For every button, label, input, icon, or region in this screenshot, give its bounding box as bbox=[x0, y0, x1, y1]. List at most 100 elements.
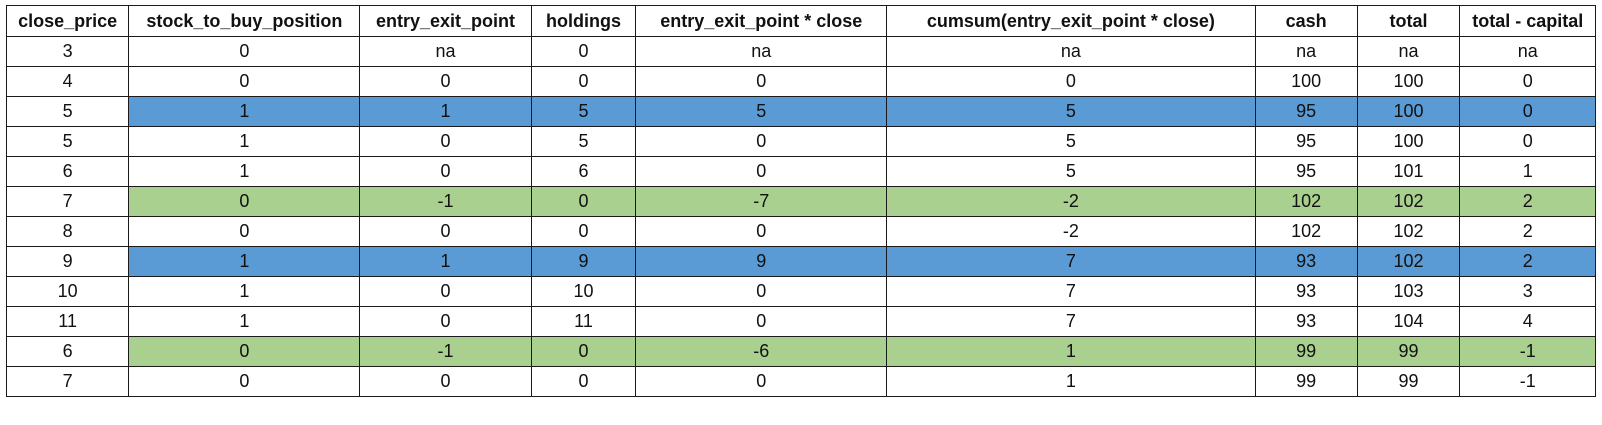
cumsum-cell[interactable]: na bbox=[886, 36, 1256, 67]
cumsum-cell[interactable]: 1 bbox=[886, 336, 1256, 367]
cash-cell[interactable]: 102 bbox=[1254, 186, 1358, 217]
cumsum-cell[interactable]: -2 bbox=[886, 216, 1256, 247]
header-entry-exit-point-times-close[interactable]: entry_exit_point * close bbox=[635, 5, 888, 37]
entry-exit-point-cell[interactable]: -1 bbox=[359, 186, 532, 217]
entry-exit-point-cell[interactable]: 0 bbox=[359, 366, 532, 397]
close-price-cell[interactable]: 5 bbox=[5, 96, 130, 127]
total-minus-capital-cell[interactable]: -1 bbox=[1459, 336, 1596, 367]
holdings-cell[interactable]: 0 bbox=[530, 66, 637, 97]
holdings-cell[interactable]: 9 bbox=[530, 246, 637, 277]
stock-to-buy-position-cell[interactable]: 1 bbox=[128, 126, 361, 157]
stock-to-buy-position-cell[interactable]: 1 bbox=[128, 96, 361, 127]
close-price-cell[interactable]: 6 bbox=[5, 336, 130, 367]
total-cell[interactable]: 101 bbox=[1356, 156, 1461, 187]
cash-cell[interactable]: 95 bbox=[1254, 96, 1358, 127]
cash-cell[interactable]: 93 bbox=[1254, 246, 1358, 277]
holdings-cell[interactable]: 0 bbox=[530, 36, 637, 67]
total-cell[interactable]: 100 bbox=[1356, 66, 1461, 97]
cumsum-cell[interactable]: 1 bbox=[886, 366, 1256, 397]
total-cell[interactable]: 99 bbox=[1356, 336, 1461, 367]
cash-cell[interactable]: 93 bbox=[1254, 276, 1358, 307]
entry-exit-point-times-close-cell[interactable]: 5 bbox=[635, 96, 888, 127]
total-minus-capital-cell[interactable]: 0 bbox=[1459, 66, 1596, 97]
entry-exit-point-times-close-cell[interactable]: 0 bbox=[635, 276, 888, 307]
entry-exit-point-cell[interactable]: 1 bbox=[359, 246, 532, 277]
close-price-cell[interactable]: 11 bbox=[5, 306, 130, 337]
total-minus-capital-cell[interactable]: 1 bbox=[1459, 156, 1596, 187]
total-cell[interactable]: 99 bbox=[1356, 366, 1461, 397]
close-price-cell[interactable]: 8 bbox=[5, 216, 130, 247]
total-minus-capital-cell[interactable]: 2 bbox=[1459, 186, 1596, 217]
entry-exit-point-times-close-cell[interactable]: 0 bbox=[635, 66, 888, 97]
total-cell[interactable]: 102 bbox=[1356, 186, 1461, 217]
entry-exit-point-cell[interactable]: -1 bbox=[359, 336, 532, 367]
holdings-cell[interactable]: 0 bbox=[530, 216, 637, 247]
total-cell[interactable]: 100 bbox=[1356, 126, 1461, 157]
entry-exit-point-times-close-cell[interactable]: -7 bbox=[635, 186, 888, 217]
entry-exit-point-times-close-cell[interactable]: 0 bbox=[635, 306, 888, 337]
total-cell[interactable]: 103 bbox=[1356, 276, 1461, 307]
total-cell[interactable]: na bbox=[1356, 36, 1461, 67]
holdings-cell[interactable]: 0 bbox=[530, 186, 637, 217]
cash-cell[interactable]: 95 bbox=[1254, 126, 1358, 157]
cumsum-cell[interactable]: 5 bbox=[886, 156, 1256, 187]
holdings-cell[interactable]: 0 bbox=[530, 366, 637, 397]
total-minus-capital-cell[interactable]: 0 bbox=[1459, 96, 1596, 127]
entry-exit-point-times-close-cell[interactable]: -6 bbox=[635, 336, 888, 367]
header-close-price[interactable]: close_price bbox=[5, 5, 130, 37]
entry-exit-point-cell[interactable]: 0 bbox=[359, 276, 532, 307]
close-price-cell[interactable]: 10 bbox=[5, 276, 130, 307]
total-minus-capital-cell[interactable]: 2 bbox=[1459, 216, 1596, 247]
header-total-minus-capital[interactable]: total - capital bbox=[1459, 5, 1596, 37]
close-price-cell[interactable]: 7 bbox=[5, 186, 130, 217]
total-minus-capital-cell[interactable]: 0 bbox=[1459, 126, 1596, 157]
cash-cell[interactable]: 100 bbox=[1254, 66, 1358, 97]
cumsum-cell[interactable]: 5 bbox=[886, 96, 1256, 127]
stock-to-buy-position-cell[interactable]: 0 bbox=[128, 336, 361, 367]
stock-to-buy-position-cell[interactable]: 1 bbox=[128, 246, 361, 277]
entry-exit-point-cell[interactable]: 0 bbox=[359, 216, 532, 247]
total-minus-capital-cell[interactable]: 2 bbox=[1459, 246, 1596, 277]
header-cash[interactable]: cash bbox=[1254, 5, 1358, 37]
holdings-cell[interactable]: 5 bbox=[530, 96, 637, 127]
total-cell[interactable]: 100 bbox=[1356, 96, 1461, 127]
entry-exit-point-cell[interactable]: 0 bbox=[359, 126, 532, 157]
total-cell[interactable]: 102 bbox=[1356, 246, 1461, 277]
close-price-cell[interactable]: 7 bbox=[5, 366, 130, 397]
cumsum-cell[interactable]: 7 bbox=[886, 306, 1256, 337]
entry-exit-point-cell[interactable]: 0 bbox=[359, 66, 532, 97]
entry-exit-point-times-close-cell[interactable]: 0 bbox=[635, 156, 888, 187]
stock-to-buy-position-cell[interactable]: 1 bbox=[128, 156, 361, 187]
stock-to-buy-position-cell[interactable]: 0 bbox=[128, 186, 361, 217]
entry-exit-point-times-close-cell[interactable]: 0 bbox=[635, 366, 888, 397]
entry-exit-point-cell[interactable]: na bbox=[359, 36, 532, 67]
holdings-cell[interactable]: 0 bbox=[530, 336, 637, 367]
cash-cell[interactable]: na bbox=[1254, 36, 1358, 67]
stock-to-buy-position-cell[interactable]: 0 bbox=[128, 36, 361, 67]
cash-cell[interactable]: 99 bbox=[1254, 366, 1358, 397]
holdings-cell[interactable]: 10 bbox=[530, 276, 637, 307]
total-minus-capital-cell[interactable]: 3 bbox=[1459, 276, 1596, 307]
cumsum-cell[interactable]: 7 bbox=[886, 246, 1256, 277]
header-cumsum[interactable]: cumsum(entry_exit_point * close) bbox=[886, 5, 1256, 37]
holdings-cell[interactable]: 6 bbox=[530, 156, 637, 187]
cumsum-cell[interactable]: 0 bbox=[886, 66, 1256, 97]
total-minus-capital-cell[interactable]: na bbox=[1459, 36, 1596, 67]
stock-to-buy-position-cell[interactable]: 0 bbox=[128, 216, 361, 247]
cumsum-cell[interactable]: -2 bbox=[886, 186, 1256, 217]
cumsum-cell[interactable]: 5 bbox=[886, 126, 1256, 157]
entry-exit-point-cell[interactable]: 0 bbox=[359, 156, 532, 187]
entry-exit-point-times-close-cell[interactable]: na bbox=[635, 36, 888, 67]
cash-cell[interactable]: 102 bbox=[1254, 216, 1358, 247]
close-price-cell[interactable]: 5 bbox=[5, 126, 130, 157]
stock-to-buy-position-cell[interactable]: 0 bbox=[128, 66, 361, 97]
total-cell[interactable]: 102 bbox=[1356, 216, 1461, 247]
close-price-cell[interactable]: 3 bbox=[5, 36, 130, 67]
holdings-cell[interactable]: 11 bbox=[530, 306, 637, 337]
entry-exit-point-cell[interactable]: 1 bbox=[359, 96, 532, 127]
entry-exit-point-times-close-cell[interactable]: 0 bbox=[635, 216, 888, 247]
holdings-cell[interactable]: 5 bbox=[530, 126, 637, 157]
stock-to-buy-position-cell[interactable]: 1 bbox=[128, 276, 361, 307]
header-stock-to-buy-position[interactable]: stock_to_buy_position bbox=[128, 5, 361, 37]
total-minus-capital-cell[interactable]: -1 bbox=[1459, 366, 1596, 397]
